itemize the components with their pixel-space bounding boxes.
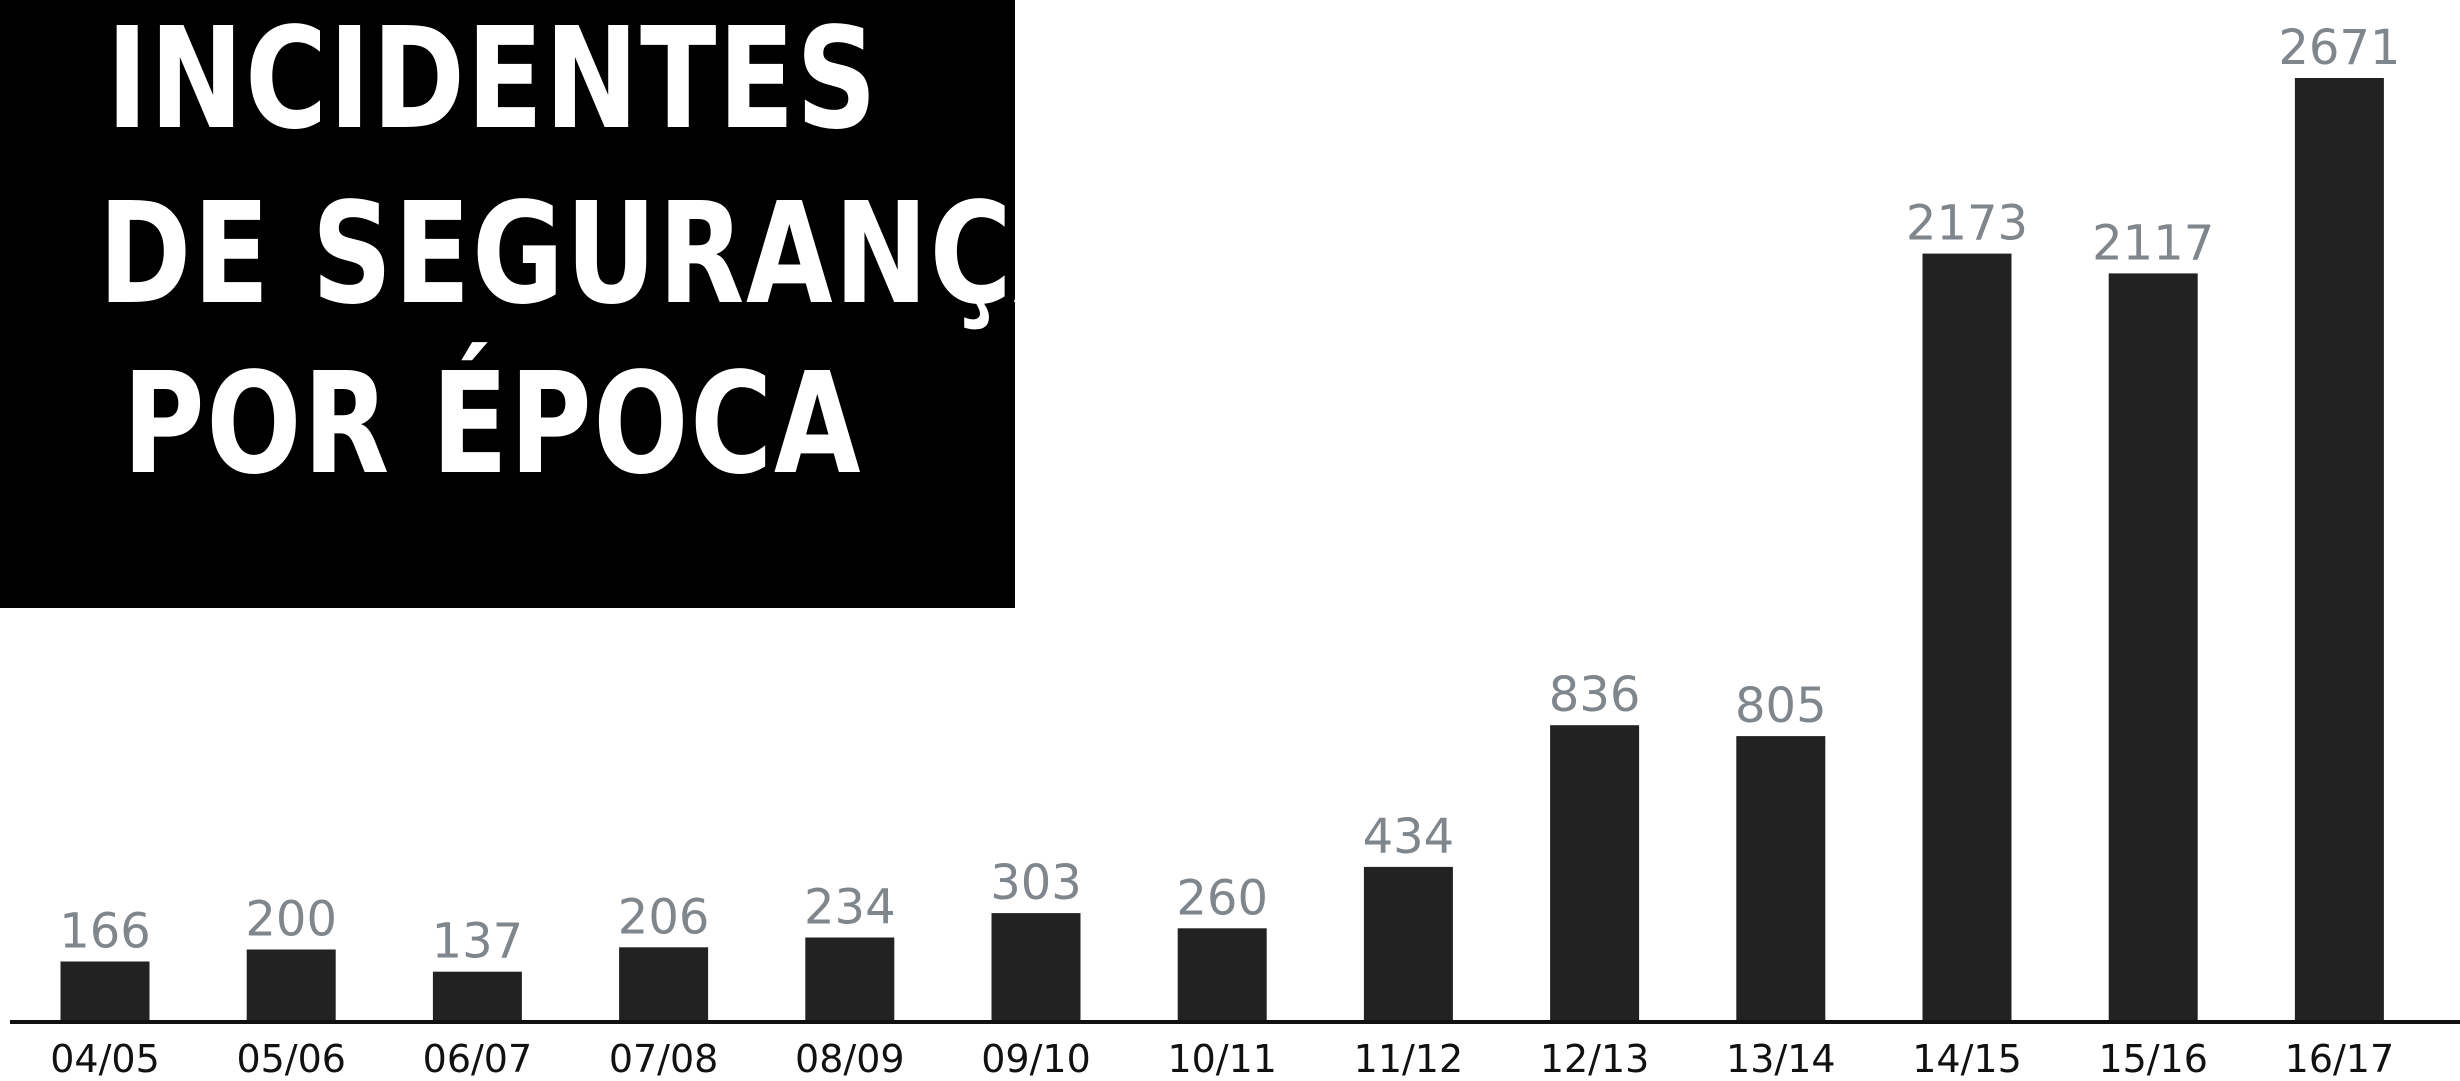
x-tick-label-11-12: 11/12 <box>1354 1037 1464 1081</box>
bar-12-13 <box>1550 725 1640 1020</box>
bar-07-08 <box>619 947 709 1020</box>
x-tick-label-06-07: 06/07 <box>423 1037 533 1081</box>
chart-title-line-3: POR ÉPOCA <box>122 343 863 506</box>
bar-09-10 <box>991 913 1081 1020</box>
bars-group <box>60 78 2384 1021</box>
value-label-14-15: 2173 <box>1906 196 2028 252</box>
value-label-12-13: 836 <box>1549 667 1641 723</box>
bar-15-16 <box>2108 273 2198 1020</box>
value-labels-group: 166 200 137 206 234 303 260 434 836 805 2173 2117 26… <box>59 20 2400 970</box>
x-tick-label-15-16: 15/16 <box>2098 1037 2208 1081</box>
x-tick-label-08-09: 08/09 <box>795 1037 905 1081</box>
x-tick-labels-group: 04/05 05/06 06/07 07/08 08/09 09/10 10/11 11/12… <box>50 1037 2394 1081</box>
value-label-11-12: 434 <box>1363 809 1455 865</box>
x-tick-label-10-11: 10/11 <box>1167 1037 1277 1081</box>
value-label-16-17: 2671 <box>2278 20 2400 76</box>
x-tick-label-13-14: 13/14 <box>1726 1037 1836 1081</box>
chart-title-line-1: INCIDENTES <box>106 0 879 161</box>
x-tick-label-16-17: 16/17 <box>2285 1037 2395 1081</box>
x-tick-label-14-15: 14/15 <box>1912 1037 2022 1081</box>
value-label-05-06: 200 <box>245 892 337 948</box>
bar-08-09 <box>805 937 895 1020</box>
bar-13-14 <box>1736 736 1826 1020</box>
bar-10-11 <box>1177 928 1267 1020</box>
bar-14-15 <box>1922 253 2012 1021</box>
x-tick-label-09-10: 09/10 <box>981 1037 1091 1081</box>
bar-05-06 <box>246 949 336 1020</box>
x-tick-label-04-05: 04/05 <box>50 1037 160 1081</box>
value-label-08-09: 234 <box>804 880 896 936</box>
value-label-07-08: 206 <box>618 889 710 945</box>
bar-11-12 <box>1363 866 1453 1020</box>
bar-04-05 <box>60 961 150 1020</box>
value-label-09-10: 303 <box>990 855 1082 911</box>
value-label-06-07: 137 <box>432 914 524 970</box>
x-tick-label-05-06: 05/06 <box>236 1037 346 1081</box>
chart-title-box: INCIDENTES DE SEGURANÇA POR ÉPOCA <box>0 0 1102 608</box>
value-label-15-16: 2117 <box>2092 215 2214 271</box>
bar-06-07 <box>432 971 522 1020</box>
x-tick-label-12-13: 12/13 <box>1540 1037 1650 1081</box>
value-label-04-05: 166 <box>59 904 151 960</box>
bar-16-17 <box>2294 78 2384 1020</box>
value-label-13-14: 805 <box>1735 678 1827 734</box>
value-label-10-11: 260 <box>1176 870 1268 926</box>
chart-title-line-2: DE SEGURANÇA <box>98 173 1102 336</box>
x-tick-label-07-08: 07/08 <box>609 1037 719 1081</box>
